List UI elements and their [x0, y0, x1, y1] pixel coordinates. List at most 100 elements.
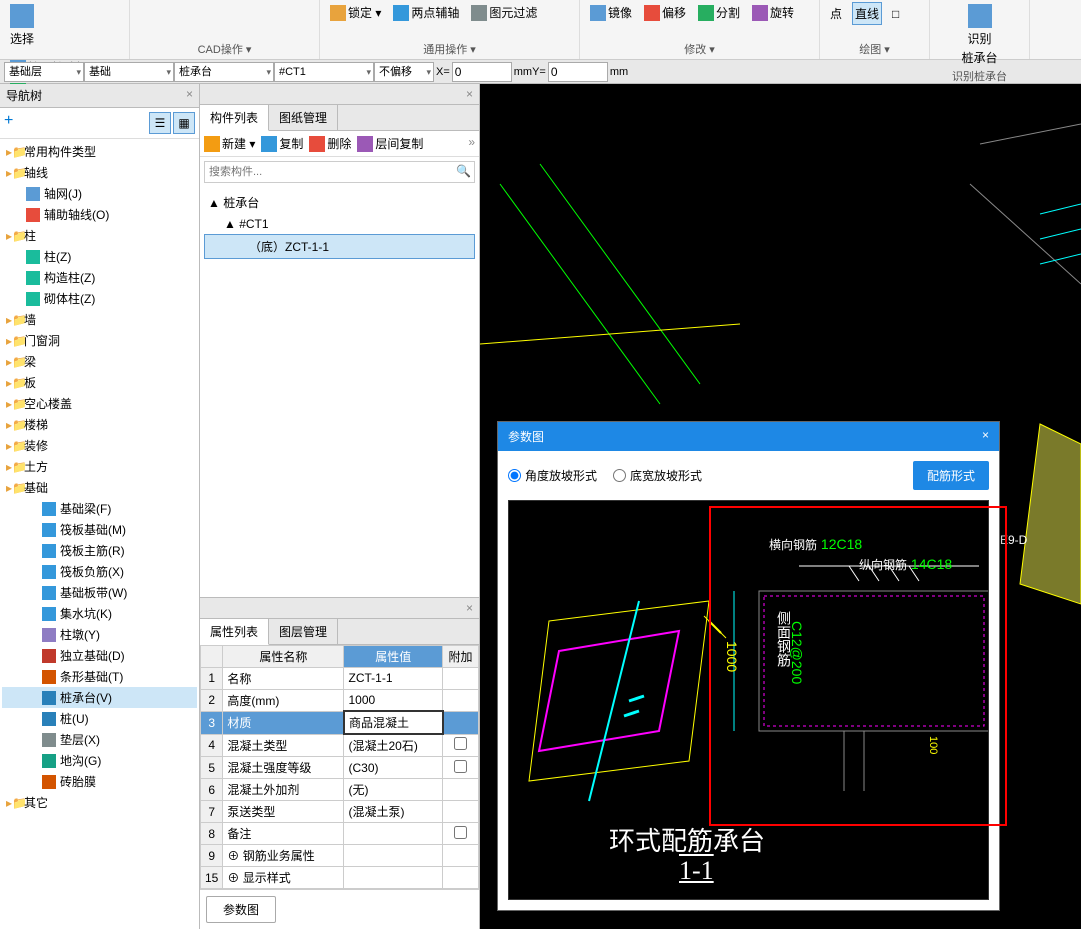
prop-checkbox[interactable] [454, 826, 467, 839]
prop-row[interactable]: 2高度(mm)1000 [201, 689, 479, 711]
rotate-btn[interactable]: 旋转 [750, 2, 796, 23]
prop-extra[interactable] [443, 667, 479, 689]
dd-offset[interactable]: 不偏移 [374, 62, 434, 82]
tab-component-list[interactable]: 构件列表 [200, 105, 269, 131]
prop-extra[interactable] [443, 845, 479, 867]
select-btn[interactable]: 选择 [8, 2, 36, 49]
view-list-btn[interactable]: ☰ [149, 112, 171, 134]
radio-angle-input[interactable] [508, 469, 521, 482]
nav-item[interactable]: ▸📁板 [2, 372, 197, 393]
prop-row[interactable]: 6混凝土外加剂(无) [201, 779, 479, 801]
prop-close-icon[interactable]: × [466, 601, 473, 615]
nav-item[interactable]: 桩(U) [2, 708, 197, 729]
nav-item[interactable]: ▸📁门窗洞 [2, 330, 197, 351]
mirror-btn[interactable]: 镜像 [588, 2, 634, 23]
prop-extra[interactable] [443, 779, 479, 801]
prop-row[interactable]: 7泵送类型(混凝土泵) [201, 801, 479, 823]
filter-btn[interactable]: 图元过滤 [469, 2, 539, 23]
rebar-form-btn[interactable]: 配筋形式 [913, 461, 989, 490]
cad-canvas[interactable]: E9-D 参数图 × 角度放坡形式 底宽放坡形式 配筋形式 [480, 84, 1081, 929]
nav-item[interactable]: 基础梁(F) [2, 498, 197, 519]
nav-item[interactable]: 条形基础(T) [2, 666, 197, 687]
nav-item[interactable]: 柱(Z) [2, 246, 197, 267]
nav-item[interactable]: ▸📁轴线 [2, 162, 197, 183]
lock-btn[interactable]: 锁定 ▾ [328, 2, 383, 23]
prop-value[interactable]: (混凝土泵) [344, 801, 443, 823]
nav-item[interactable]: ▸📁墙 [2, 309, 197, 330]
split-btn[interactable]: 分割 [696, 2, 742, 23]
prop-extra[interactable] [443, 801, 479, 823]
y-input[interactable] [548, 62, 608, 82]
prop-extra[interactable] [443, 823, 479, 845]
prop-row[interactable]: 8备注 [201, 823, 479, 845]
nav-item[interactable]: ▸📁柱 [2, 225, 197, 246]
comp-tree-item[interactable]: ▲ 桩承台 [204, 191, 475, 214]
nav-item[interactable]: 筏板基础(M) [2, 519, 197, 540]
nav-item[interactable]: 独立基础(D) [2, 645, 197, 666]
more-icon[interactable]: » [468, 135, 475, 152]
prop-extra[interactable] [443, 689, 479, 711]
dd-component[interactable]: #CT1 [274, 62, 374, 82]
rect-btn[interactable]: □ [890, 5, 901, 23]
prop-value[interactable]: (混凝土20石) [344, 734, 443, 757]
offset-btn[interactable]: 偏移 [642, 2, 688, 23]
radio-angle[interactable]: 角度放坡形式 [508, 467, 597, 484]
prop-value[interactable]: (无) [344, 779, 443, 801]
prop-value[interactable]: 1000 [344, 689, 443, 711]
search-input[interactable] [204, 161, 475, 183]
prop-extra[interactable] [443, 734, 479, 757]
dialog-close-icon[interactable]: × [982, 428, 989, 445]
radio-width[interactable]: 底宽放坡形式 [613, 467, 702, 484]
search-icon[interactable]: 🔍 [456, 164, 471, 178]
prop-extra[interactable] [443, 757, 479, 779]
line-btn[interactable]: 直线 [852, 2, 882, 25]
prop-checkbox[interactable] [454, 760, 467, 773]
nav-item[interactable]: ▸📁其它 [2, 792, 197, 813]
nav-item[interactable]: 垫层(X) [2, 729, 197, 750]
prop-row[interactable]: 3材质商品混凝土 [201, 711, 479, 734]
prop-value[interactable] [344, 867, 443, 889]
x-input[interactable] [452, 62, 512, 82]
nav-close-icon[interactable]: × [186, 87, 193, 104]
prop-value[interactable] [344, 845, 443, 867]
nav-item[interactable]: 筏板负筋(X) [2, 561, 197, 582]
nav-item[interactable]: ▸📁土方 [2, 456, 197, 477]
prop-value[interactable]: (C30) [344, 757, 443, 779]
nav-item[interactable]: 基础板带(W) [2, 582, 197, 603]
delete-btn[interactable]: 删除 [309, 135, 351, 152]
nav-item[interactable]: 构造柱(Z) [2, 267, 197, 288]
nav-item[interactable]: ▸📁基础 [2, 477, 197, 498]
nav-item[interactable]: ▸📁装修 [2, 435, 197, 456]
nav-item[interactable]: 辅助轴线(O) [2, 204, 197, 225]
dd-category[interactable]: 基础 [84, 62, 174, 82]
point-btn[interactable]: 点 [828, 3, 844, 24]
prop-row[interactable]: 4混凝土类型(混凝土20石) [201, 734, 479, 757]
nav-item[interactable]: 桩承台(V) [2, 687, 197, 708]
dialog-titlebar[interactable]: 参数图 × [498, 422, 999, 451]
nav-item[interactable]: ▸📁楼梯 [2, 414, 197, 435]
two-point-aux-btn[interactable]: 两点辅轴 [391, 2, 461, 23]
nav-item[interactable]: ▸📁空心楼盖 [2, 393, 197, 414]
param-diagram-btn[interactable]: 参数图 [206, 896, 276, 923]
new-btn[interactable]: 新建 ▾ [204, 135, 255, 152]
layer-copy-btn[interactable]: 层间复制 [357, 135, 423, 152]
nav-item[interactable]: ▸📁梁 [2, 351, 197, 372]
prop-row[interactable]: 9⊕ 钢筋业务属性 [201, 845, 479, 867]
recognize-btn[interactable]: 识别 桩承台 [938, 2, 1021, 68]
comp-close-icon[interactable]: × [466, 87, 473, 101]
dd-type[interactable]: 桩承台 [174, 62, 274, 82]
prop-row[interactable]: 15⊕ 显示样式 [201, 867, 479, 889]
prop-row[interactable]: 1名称ZCT-1-1 [201, 667, 479, 689]
dd-floor[interactable]: 基础层 [4, 62, 84, 82]
prop-row[interactable]: 5混凝土强度等级(C30) [201, 757, 479, 779]
tab-prop-list[interactable]: 属性列表 [200, 619, 269, 645]
prop-value[interactable] [344, 823, 443, 845]
nav-item[interactable]: ▸📁常用构件类型 [2, 141, 197, 162]
nav-item[interactable]: 集水坑(K) [2, 603, 197, 624]
comp-tree-item[interactable]: （底）ZCT-1-1 [204, 234, 475, 259]
nav-item[interactable]: 砌体柱(Z) [2, 288, 197, 309]
prop-checkbox[interactable] [454, 737, 467, 750]
tab-drawing-mgmt[interactable]: 图纸管理 [269, 105, 338, 130]
prop-value[interactable]: 商品混凝土 [344, 711, 443, 734]
nav-item[interactable]: 砖胎膜 [2, 771, 197, 792]
